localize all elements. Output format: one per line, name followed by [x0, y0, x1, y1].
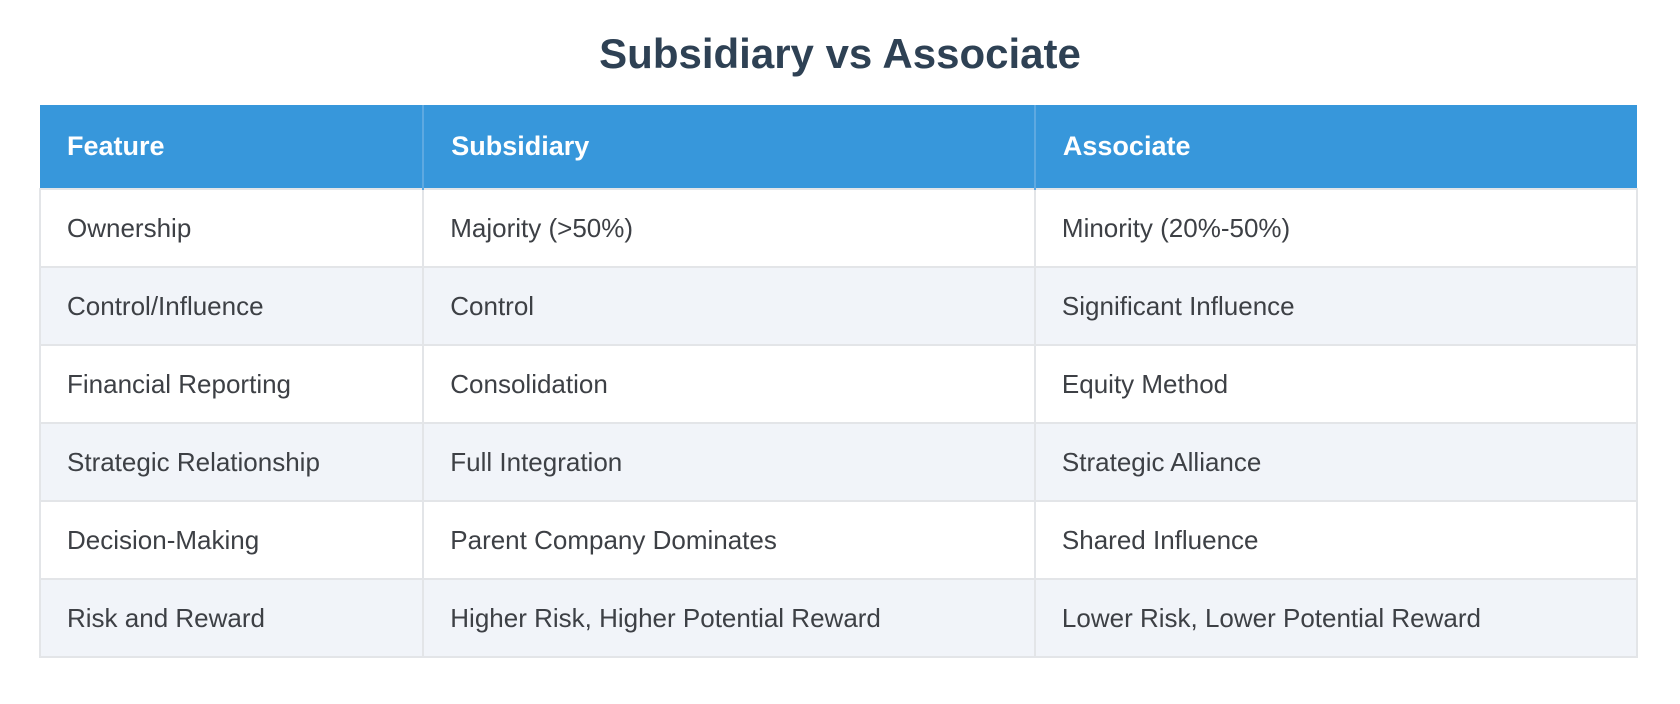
column-header-feature: Feature	[40, 105, 424, 189]
table-row: Financial Reporting Consolidation Equity…	[38, 344, 1639, 423]
subsidiary-cell: Consolidation	[422, 344, 1035, 423]
table-body: Ownership Majority (>50%) Minority (20%-…	[38, 188, 1639, 658]
table-row: Decision-Making Parent Company Dominates…	[38, 500, 1639, 579]
feature-cell: Ownership	[38, 188, 424, 267]
associate-cell: Lower Risk, Lower Potential Reward	[1033, 578, 1639, 658]
column-header-subsidiary: Subsidiary	[422, 105, 1035, 189]
feature-cell: Risk and Reward	[38, 578, 424, 658]
feature-cell: Control/Influence	[38, 266, 424, 345]
feature-cell: Strategic Relationship	[38, 422, 424, 501]
associate-cell: Minority (20%-50%)	[1033, 188, 1639, 267]
subsidiary-cell: Higher Risk, Higher Potential Reward	[422, 578, 1035, 658]
subsidiary-cell: Control	[422, 266, 1035, 345]
subsidiary-cell: Full Integration	[422, 422, 1035, 501]
subsidiary-cell: Parent Company Dominates	[422, 500, 1035, 579]
column-header-associate: Associate	[1033, 105, 1637, 189]
feature-cell: Financial Reporting	[38, 344, 424, 423]
table-row: Ownership Majority (>50%) Minority (20%-…	[38, 188, 1639, 267]
table-row: Control/Influence Control Significant In…	[38, 266, 1639, 345]
header-row: Feature Subsidiary Associate	[40, 105, 1637, 189]
feature-cell: Decision-Making	[38, 500, 424, 579]
associate-cell: Equity Method	[1033, 344, 1639, 423]
comparison-table: Feature Subsidiary Associate Ownership M…	[38, 105, 1639, 658]
table-row: Risk and Reward Higher Risk, Higher Pote…	[38, 578, 1639, 658]
table-row: Strategic Relationship Full Integration …	[38, 422, 1639, 501]
page-title: Subsidiary vs Associate	[599, 30, 1081, 77]
associate-cell: Shared Influence	[1033, 500, 1639, 579]
associate-cell: Significant Influence	[1033, 266, 1639, 345]
table-header: Feature Subsidiary Associate	[40, 105, 1637, 189]
subsidiary-cell: Majority (>50%)	[422, 188, 1035, 267]
associate-cell: Strategic Alliance	[1033, 422, 1639, 501]
